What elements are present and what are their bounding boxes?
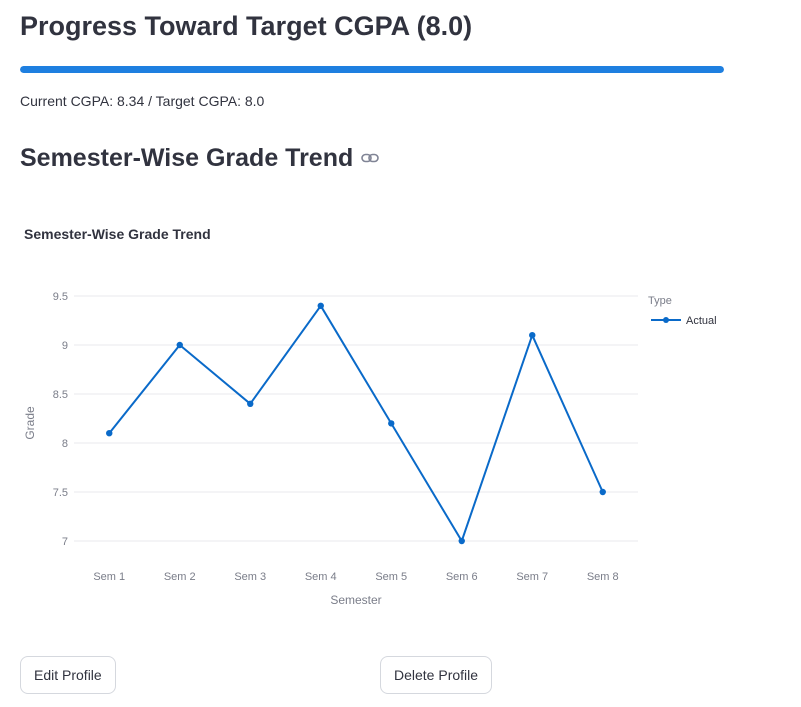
- data-point[interactable]: [317, 302, 324, 309]
- y-tick-label: 9.5: [53, 291, 68, 303]
- chart-svg: Semester-Wise Grade Trend Sem 1 Sem 2 Sem …: [23, 226, 717, 607]
- y-tick-label: 7: [62, 536, 68, 548]
- y-tick-label: 7.5: [53, 487, 68, 499]
- x-tick-layer: Sem 1 Sem 2 Sem 3 Sem 4 Sem 5 Sem 6 Sem 7 Sem 8: [93, 571, 618, 583]
- x-tick-label: Sem 1: [93, 571, 125, 583]
- progress-bar-fill: [20, 66, 724, 73]
- x-tick-label: Sem 6: [446, 571, 478, 583]
- x-tick-label: Sem 5: [375, 571, 407, 583]
- legend[interactable]: Type Actual: [648, 295, 717, 327]
- y-tick-label: 8.5: [53, 389, 68, 401]
- data-point[interactable]: [176, 341, 183, 349]
- chart-title: Semester-Wise Grade Trend: [24, 226, 211, 242]
- data-point[interactable]: [247, 400, 254, 407]
- edit-profile-button[interactable]: Edit Profile: [20, 656, 116, 694]
- series-line-actual: [108, 304, 604, 542]
- progress-title: Progress Toward Target CGPA (8.0): [20, 11, 473, 41]
- data-point[interactable]: [106, 430, 113, 437]
- grid-layer: [74, 295, 638, 542]
- series-layer: [106, 302, 606, 545]
- legend-title: Type: [648, 295, 672, 307]
- y-tick-label: 9: [62, 340, 68, 352]
- x-tick-label: Sem 8: [587, 571, 619, 583]
- y-tick-label: 8: [62, 438, 68, 450]
- delete-profile-button[interactable]: Delete Profile: [380, 656, 493, 694]
- legend-marker: [663, 317, 669, 323]
- y-tick-layer: 7 7.5 8 8.5 9 9.5: [53, 291, 68, 548]
- progress-bar: [20, 66, 724, 73]
- section-header: Semester-Wise Grade Trend: [20, 138, 380, 178]
- cgpa-caption: Current CGPA: 8.34 / Target CGPA: 8.0: [20, 93, 265, 109]
- x-tick-label: Sem 4: [305, 571, 337, 583]
- section-header-text: Semester-Wise Grade Trend: [20, 144, 354, 172]
- x-tick-label: Sem 2: [164, 571, 196, 583]
- data-point[interactable]: [529, 332, 536, 339]
- x-tick-label: Sem 7: [516, 571, 548, 583]
- data-point[interactable]: [458, 537, 465, 545]
- link-icon[interactable]: [361, 152, 380, 164]
- grade-trend-chart: Semester-Wise Grade Trend Sem 1 Sem 2 Sem …: [0, 210, 801, 620]
- y-axis-label: Grade: [23, 406, 37, 440]
- data-point[interactable]: [388, 420, 395, 427]
- x-tick-label: Sem 3: [234, 571, 266, 583]
- x-axis-label: Semester: [330, 593, 381, 607]
- legend-item-actual: Actual: [686, 315, 717, 327]
- data-point[interactable]: [599, 488, 606, 496]
